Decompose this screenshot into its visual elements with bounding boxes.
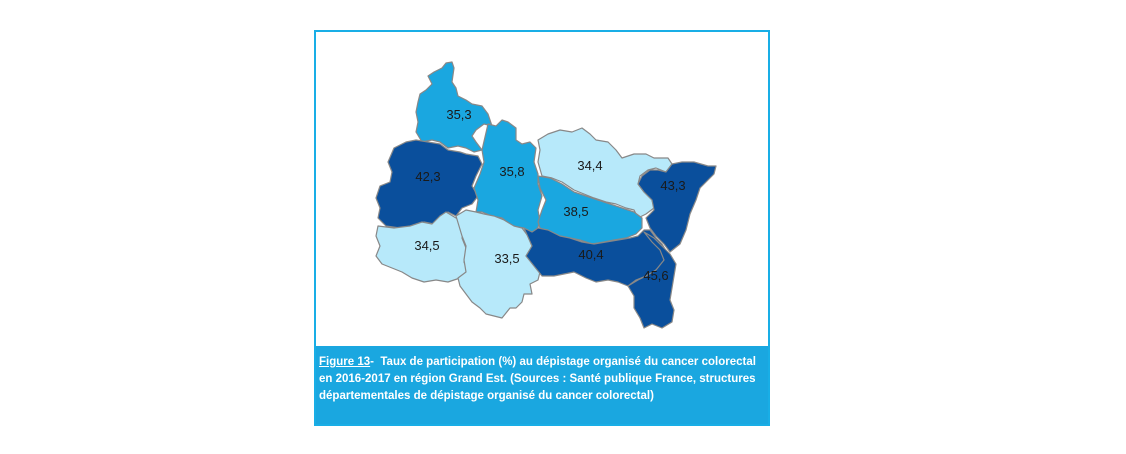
label-marne: 42,3 [415, 169, 440, 184]
label-bas-rhin: 43,3 [660, 178, 685, 193]
caption-text: Taux de participation (%) au dépistage o… [319, 356, 756, 402]
choropleth-map: 35,3 42,3 35,8 34,4 43,3 38,5 34,5 33,5 … [316, 32, 768, 346]
label-haute-marne: 33,5 [494, 251, 519, 266]
label-aube: 34,5 [414, 238, 439, 253]
caption-separator: - [370, 356, 381, 368]
department-haut-rhin[interactable] [627, 231, 677, 329]
department-moselle[interactable] [537, 127, 673, 219]
map-svg: 35,3 42,3 35,8 34,4 43,3 38,5 34,5 33,5 … [375, 61, 717, 329]
figure-frame: 35,3 42,3 35,8 34,4 43,3 38,5 34,5 33,5 … [314, 30, 770, 426]
label-moselle: 34,4 [577, 158, 602, 173]
department-haute-marne[interactable] [455, 209, 541, 319]
label-vosges: 40,4 [578, 247, 603, 262]
label-ardennes: 35,3 [446, 107, 471, 122]
department-meurthe-et-moselle[interactable] [537, 175, 643, 245]
label-meuse: 35,8 [499, 164, 524, 179]
figure-number: Figure 13 [319, 356, 371, 368]
label-haut-rhin: 45,6 [643, 268, 668, 283]
label-meurthe-et-moselle: 38,5 [563, 204, 588, 219]
department-meuse[interactable] [473, 119, 543, 237]
department-bas-rhin[interactable] [637, 161, 717, 253]
figure-caption: Figure 13- Taux de participation (%) au … [316, 346, 768, 424]
